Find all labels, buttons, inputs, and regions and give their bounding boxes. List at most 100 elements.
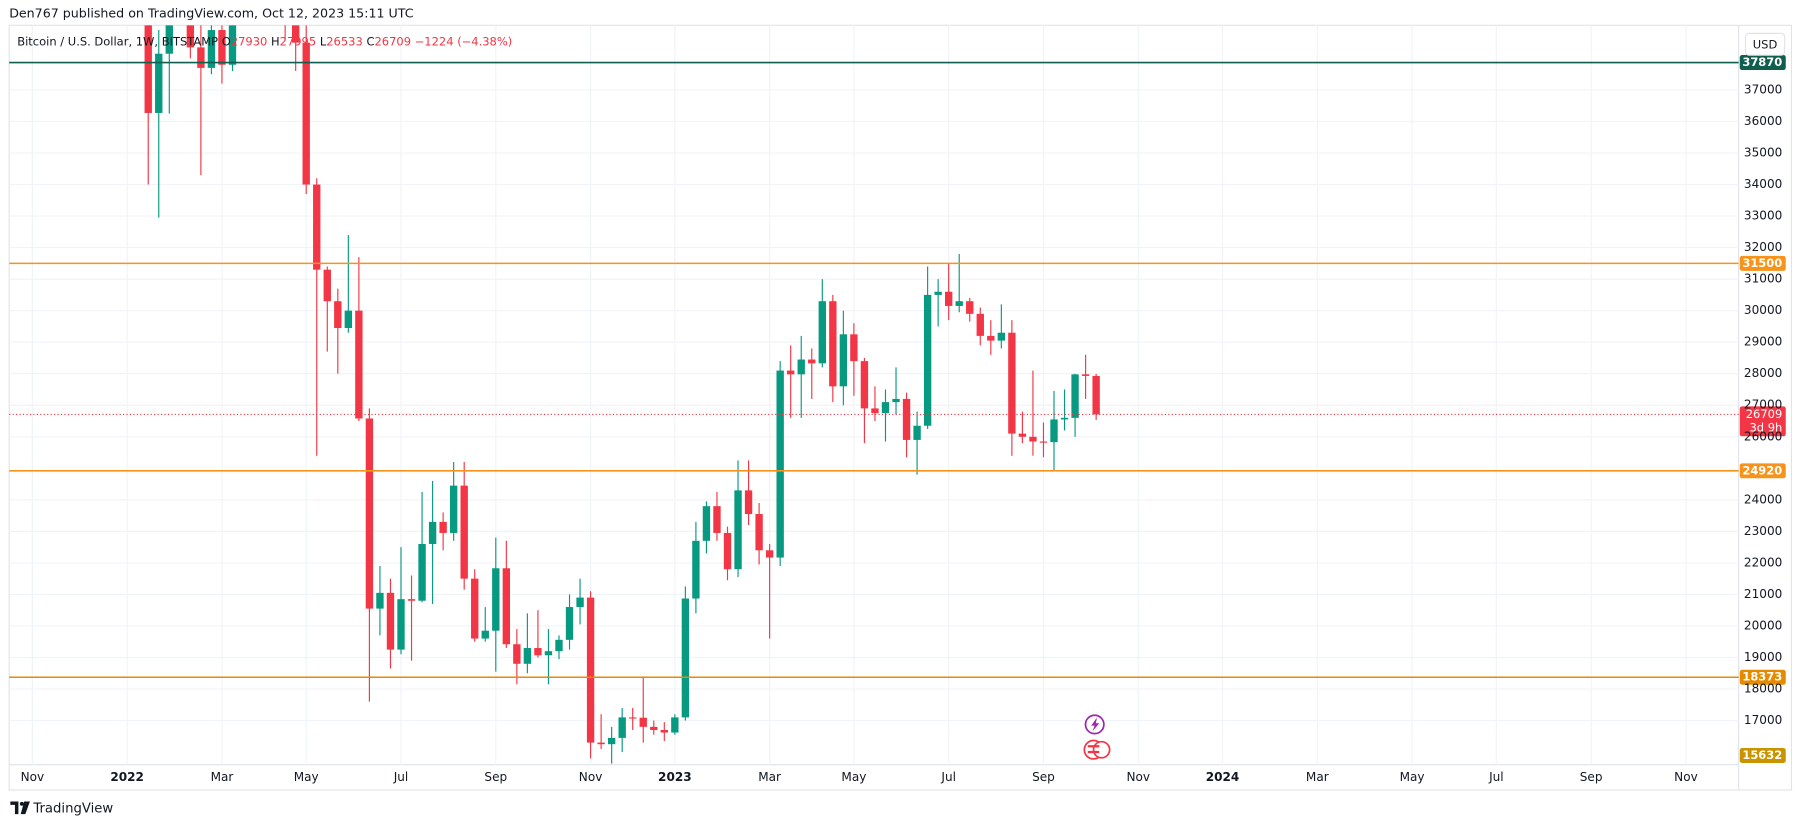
- y-tick-label: 26000: [1744, 429, 1782, 443]
- candle-body: [692, 540, 700, 599]
- candle-body: [818, 301, 826, 364]
- x-tick-label: Sep: [1032, 770, 1055, 784]
- candle-body: [186, 25, 195, 48]
- y-tick-label: 33000: [1744, 209, 1782, 223]
- event-bolt: [1091, 717, 1100, 732]
- x-tick-label: 2022: [110, 770, 144, 784]
- candle-body: [987, 335, 995, 341]
- y-tick-label: 36000: [1744, 114, 1782, 128]
- chart-frame: [8, 24, 1793, 791]
- candle-body: [460, 485, 468, 579]
- candle-body: [681, 598, 690, 718]
- logo-mark: [19, 801, 24, 806]
- x-tick-label: Nov: [1674, 770, 1698, 784]
- x-tick-label: Mar: [1306, 770, 1329, 784]
- candle-body: [565, 607, 574, 640]
- legend: Bitcoin / U.S. Dollar, 1W, BITSTAMP O279…: [17, 34, 512, 48]
- candle-body: [597, 742, 605, 745]
- axis-labels: 17000 18000 19000 20000 21000 22000 23000 24000…: [21, 82, 1783, 783]
- candle-body: [407, 599, 416, 601]
- candle-body: [355, 310, 363, 419]
- y-tick-label: 22000: [1744, 555, 1782, 569]
- candle-body: [471, 578, 479, 639]
- level-label-box: [1739, 55, 1786, 70]
- flag-stripe: [1087, 745, 1100, 748]
- candle-body: [660, 730, 668, 733]
- legend-symbol: Bitcoin / U.S. Dollar, 1W, BITSTAMP: [17, 34, 218, 48]
- candle-body: [850, 334, 858, 362]
- y-tick-label: 37000: [1744, 82, 1782, 96]
- candle-body: [418, 543, 426, 601]
- button-label[interactable]: USD: [1753, 37, 1778, 51]
- candle-body: [228, 25, 237, 65]
- y-tick-label: 35000: [1744, 146, 1782, 160]
- last-price-countdown: 3d 9h: [1749, 421, 1782, 435]
- candle-body: [902, 398, 911, 440]
- candle-body: [671, 717, 679, 733]
- candle-body: [787, 370, 795, 375]
- candle-body: [555, 639, 563, 652]
- candle-body: [1092, 375, 1100, 415]
- candle-body: [702, 506, 711, 541]
- candle-body: [302, 42, 310, 185]
- level-label: 37870: [1742, 55, 1782, 69]
- y-tick-label: 27000: [1744, 398, 1782, 412]
- y-tick-label: 20000: [1744, 618, 1782, 632]
- legend-key: O: [222, 34, 231, 48]
- candle-body: [492, 568, 500, 631]
- candle-body: [607, 737, 616, 745]
- candle-body: [650, 726, 658, 731]
- candle-body: [923, 294, 932, 426]
- candle-body: [344, 310, 353, 329]
- footer-logo: TradingView: [10, 801, 113, 816]
- y-tick-label: 34000: [1744, 177, 1782, 191]
- y-tick-label: 31000: [1744, 272, 1782, 286]
- candle-body: [765, 550, 774, 558]
- x-tick-label: May: [841, 770, 866, 784]
- candle-body: [713, 506, 721, 533]
- candle-body: [913, 425, 921, 440]
- flag-stripe: [1087, 750, 1100, 754]
- candle-body: [966, 301, 974, 314]
- legend-value: 27995: [280, 34, 317, 48]
- candle-body: [291, 25, 300, 43]
- candle-body: [871, 408, 879, 414]
- y-tick-label: 30000: [1744, 303, 1782, 317]
- low-label-box: [1739, 748, 1786, 763]
- legend-value: 26533: [326, 34, 363, 48]
- candle-body: [997, 332, 1006, 341]
- x-tick-label: Nov: [1126, 770, 1150, 784]
- candle-body: [723, 532, 732, 570]
- candle-body: [439, 521, 447, 533]
- event-icon: [1092, 740, 1111, 759]
- candle-body: [1081, 374, 1090, 376]
- candle-body: [829, 301, 837, 387]
- candle-body: [144, 25, 152, 113]
- x-tick-label: 2024: [1206, 770, 1240, 784]
- currency-button[interactable]: USD: [1744, 32, 1786, 56]
- candle-body: [797, 359, 805, 375]
- legend: Bitcoin / U.S. Dollar, 1W, BITSTAMP O279…: [17, 34, 512, 48]
- legend-key: L: [320, 34, 327, 48]
- candle-body: [165, 25, 173, 54]
- x-tick-label: Jul: [1488, 770, 1504, 784]
- candle-body: [808, 359, 816, 364]
- last-price-label: 26709: [1746, 407, 1783, 421]
- x-tick-label: May: [1400, 770, 1425, 784]
- candle-body: [1008, 332, 1016, 434]
- candle-body: [534, 648, 542, 656]
- candle-body: [1039, 441, 1048, 443]
- y-tick-label: 19000: [1744, 650, 1782, 664]
- button-frame[interactable]: [1744, 32, 1786, 56]
- legend-change: −1224 (−4.38%): [415, 34, 513, 48]
- candle-body: [428, 521, 437, 544]
- legend-value: 26709: [374, 34, 411, 48]
- legend-value: 27930: [231, 34, 268, 48]
- candle-body: [586, 597, 595, 743]
- header: Den767 published on TradingView.com, Oct…: [9, 5, 414, 20]
- candle-body: [945, 291, 953, 306]
- candle-body: [734, 490, 742, 570]
